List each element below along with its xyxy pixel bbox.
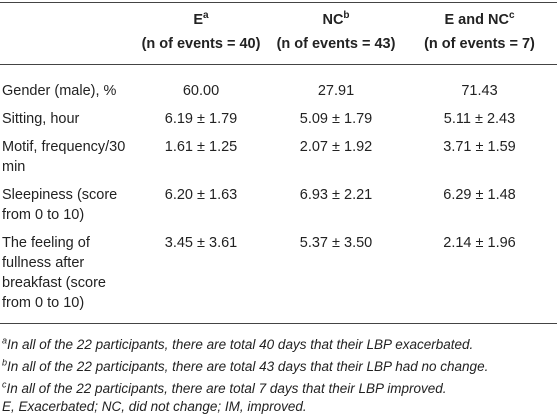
cell-value: 1.61 ± 1.25 — [164, 139, 238, 155]
footnote-text: In all of the 22 participants, there are… — [6, 381, 447, 396]
row-label: Sitting, hour — [2, 111, 80, 127]
cell-value: 3.45 ± 3.61 — [132, 229, 270, 324]
footnote: bIn all of the 22 participants, there ar… — [2, 358, 488, 376]
footnote-text: E, Exacerbated; NC, did not change; IM, … — [2, 399, 307, 414]
header-sup: c — [508, 10, 515, 22]
table-row: Sleepiness (score from 0 to 10) 6.20 ± 1.… — [0, 181, 557, 229]
cell-value: 2.14 ± 1.96 — [402, 229, 557, 324]
footnote-marker: b — [2, 357, 8, 368]
table-body: Gender (male), % 60.00 27.91 71.43 Sitting, … — [0, 65, 557, 324]
row-label: Sleepiness (score from 0 to 10) — [2, 187, 118, 223]
cell-value: 5.11 ± 2.43 — [443, 111, 516, 127]
cell-value: 71.43 — [461, 83, 498, 99]
footnote-text: In all of the 22 participants, there are… — [7, 359, 489, 374]
footnote: cIn all of the 22 participants, there ar… — [2, 380, 447, 398]
cell-value: 6.19 ± 1.79 — [164, 111, 238, 127]
header-label: E — [193, 12, 204, 28]
footnote-marker: a — [2, 335, 8, 346]
footnote-marker: c — [2, 379, 7, 390]
column-header: NCb — [270, 2, 402, 30]
cell-value: 6.20 ± 1.63 — [164, 187, 238, 203]
header-sup: a — [203, 10, 209, 22]
table-header: Ea NCb E and NCc (n of events = 40) (n o… — [0, 2, 557, 65]
column-header: E and NCc — [402, 2, 557, 30]
footnote: aIn all of the 22 participants, there ar… — [2, 336, 473, 354]
cell-value: 5.37 ± 3.50 — [270, 229, 402, 324]
cell-value: 6.93 ± 2.21 — [299, 187, 373, 203]
header-label: E and NC — [444, 12, 509, 28]
cell-value: 2.07 ± 1.92 — [299, 139, 373, 155]
header-label: NC — [322, 12, 344, 28]
cell-value: 27.91 — [317, 83, 355, 99]
cell-value: 3.71 ± 1.59 — [443, 139, 516, 155]
row-label: The feeling of fullness after breakfast … — [0, 229, 132, 324]
column-header: Ea — [132, 2, 270, 30]
table-row: Gender (male), % 60.00 27.91 71.43 — [0, 65, 557, 106]
table-row: The feeling of fullness after breakfast … — [0, 229, 557, 324]
header-sup: b — [343, 10, 350, 22]
row-label: Gender (male), % — [2, 83, 117, 99]
cell-value: 60.00 — [182, 83, 220, 99]
cell-value: 6.29 ± 1.48 — [443, 187, 516, 203]
footnote: E, Exacerbated; NC, did not change; IM, … — [2, 398, 307, 416]
data-table: Ea NCb E and NCc (n of events = 40) (n o… — [0, 2, 557, 324]
table-row: Sitting, hour 6.19 ± 1.79 5.09 ± 1.79 5.11 … — [0, 105, 557, 133]
header-count: (n of events = 40) — [132, 30, 270, 65]
cell-value: 5.09 ± 1.79 — [299, 111, 373, 127]
table-row: Motif, frequency/30 min 1.61 ± 1.25 2.07 ±… — [0, 133, 557, 181]
header-count: (n of events = 7) — [402, 30, 557, 65]
footnote-text: In all of the 22 participants, there are… — [7, 337, 474, 352]
header-count: (n of events = 43) — [270, 30, 402, 65]
row-label: Motif, frequency/30 min — [2, 139, 126, 175]
